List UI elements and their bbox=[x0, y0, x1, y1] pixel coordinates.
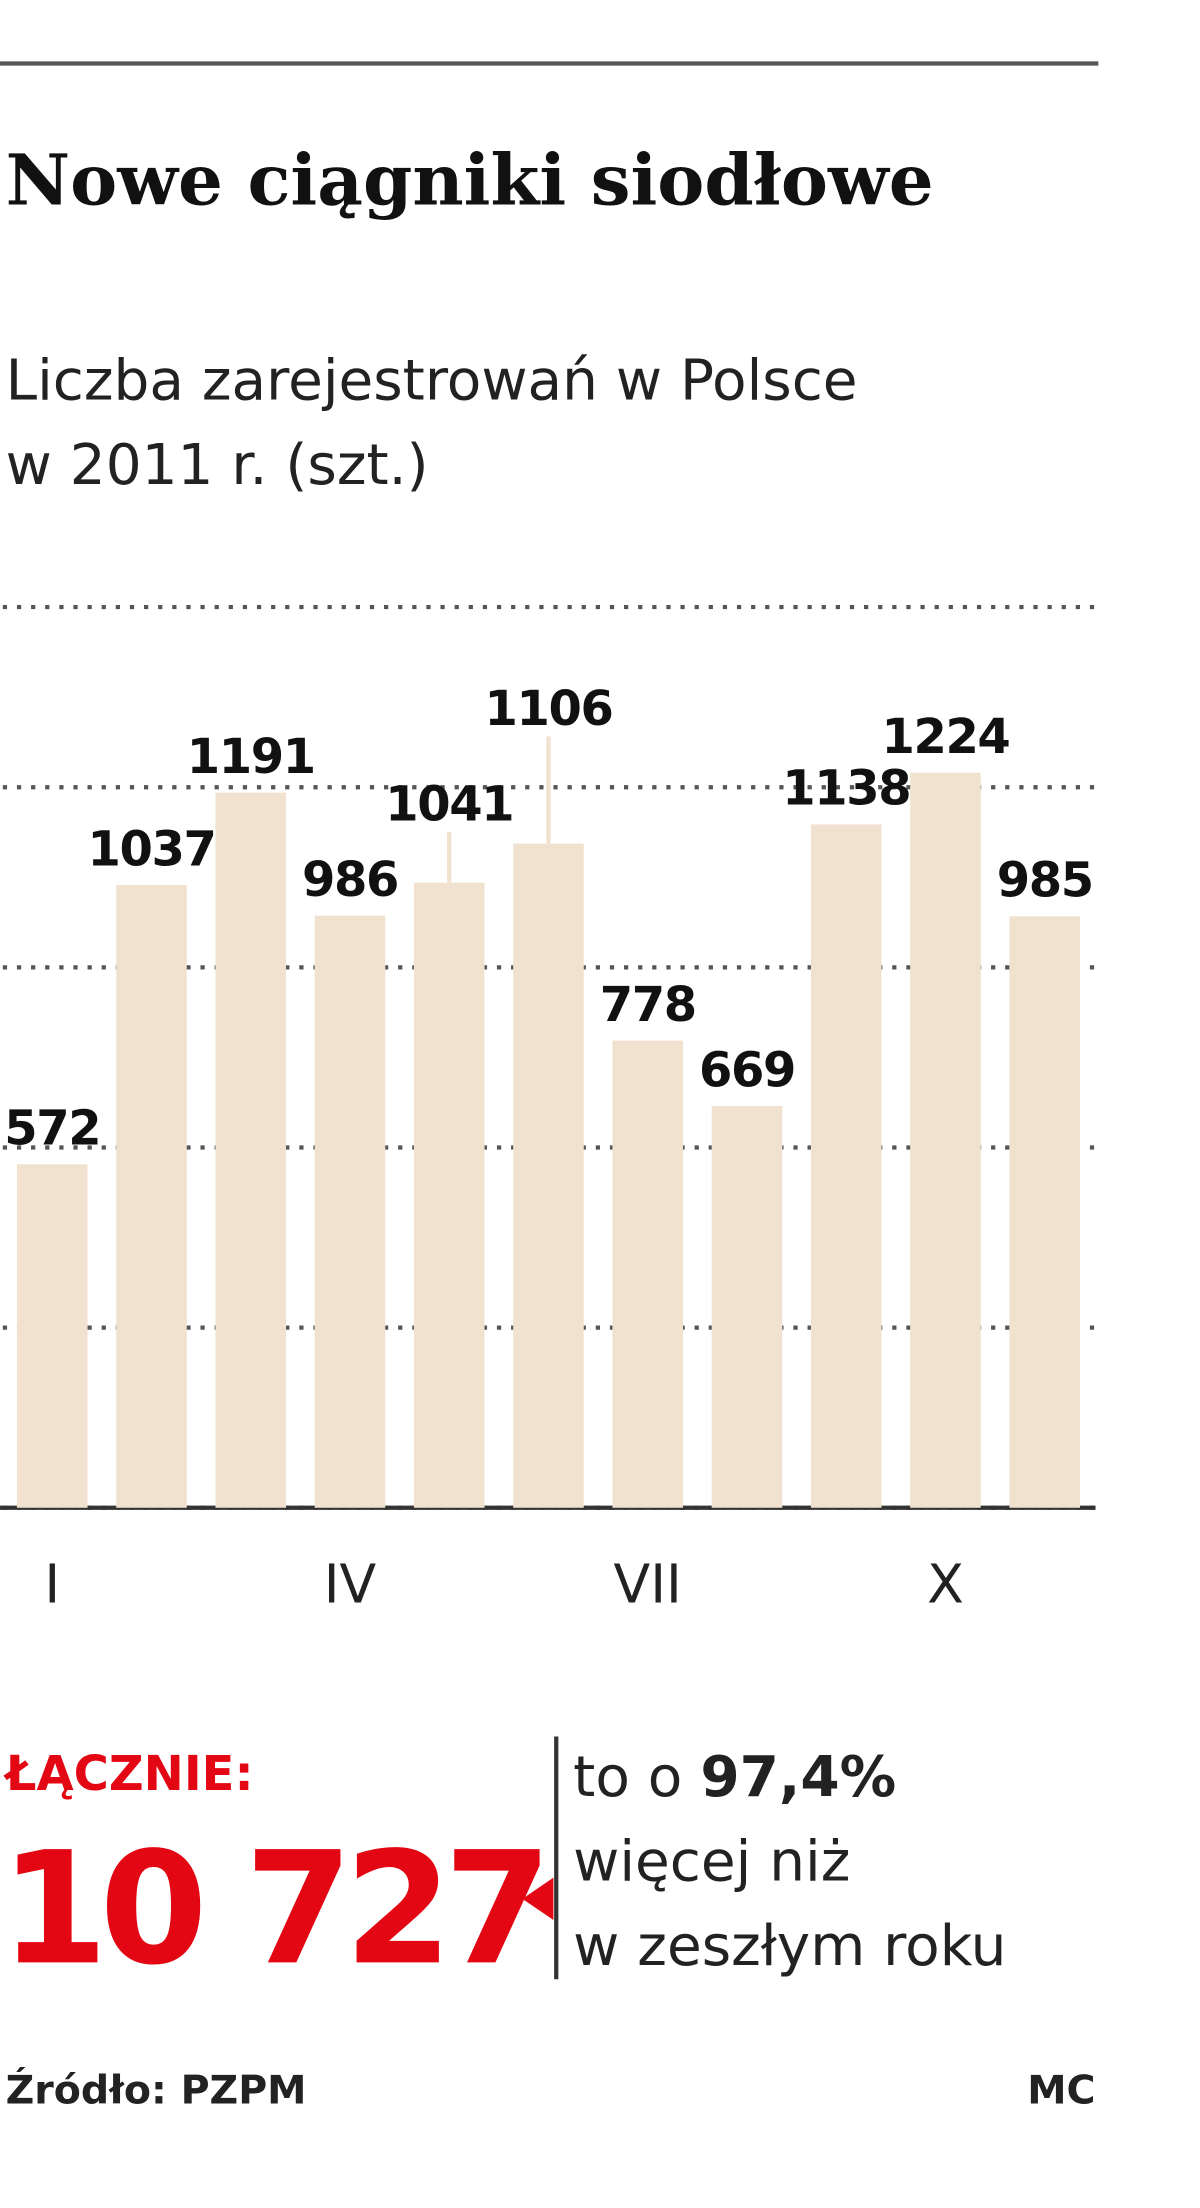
source: Źródło: PZPM bbox=[6, 2067, 307, 2114]
value-label: 986 bbox=[302, 852, 398, 908]
bar bbox=[513, 843, 584, 1508]
value-label: 669 bbox=[699, 1042, 795, 1098]
pointer bbox=[522, 1877, 554, 1920]
note-line: więcej niż bbox=[573, 1829, 850, 1894]
x-tick-label: I bbox=[44, 1552, 60, 1615]
x-tick-label: VII bbox=[614, 1552, 682, 1615]
value-label: 1037 bbox=[88, 821, 216, 877]
value-label: 1138 bbox=[782, 761, 910, 817]
value-label: 985 bbox=[997, 853, 1093, 909]
x-tick-label: X bbox=[927, 1552, 964, 1615]
bar bbox=[711, 1106, 783, 1508]
bar bbox=[215, 792, 287, 1508]
bar bbox=[16, 1164, 88, 1508]
value-label: 1106 bbox=[484, 681, 612, 737]
bar bbox=[413, 882, 485, 1508]
subtitle-line: w 2011 r. (szt.) bbox=[6, 433, 429, 498]
bar bbox=[910, 772, 981, 1508]
value-label: 1224 bbox=[881, 709, 1009, 765]
bar bbox=[1009, 916, 1080, 1508]
note-text: to o bbox=[573, 1745, 700, 1810]
subtitle-line: Liczba zarejestrowań w Polsce bbox=[6, 349, 858, 414]
value-label: 778 bbox=[600, 977, 696, 1033]
bar bbox=[314, 915, 386, 1508]
x-tick-label: IV bbox=[324, 1552, 377, 1615]
total-label: ŁĄCZNIE: bbox=[3, 1746, 254, 1802]
note-line: to o 97,4% bbox=[573, 1745, 896, 1810]
total-value: 10 727 bbox=[0, 1818, 543, 1999]
note-line: w zeszłym roku bbox=[573, 1914, 1006, 1979]
bar bbox=[810, 824, 882, 1508]
value-label: 1191 bbox=[187, 729, 315, 785]
change-value: 97,4% bbox=[700, 1745, 896, 1810]
value-label: 572 bbox=[4, 1101, 100, 1157]
bar bbox=[612, 1040, 684, 1508]
chart-title: Nowe ciągniki siodłowe bbox=[6, 139, 934, 222]
credit: MC bbox=[1027, 2068, 1095, 2114]
value-label: 1041 bbox=[385, 777, 513, 833]
bar bbox=[116, 885, 187, 1508]
